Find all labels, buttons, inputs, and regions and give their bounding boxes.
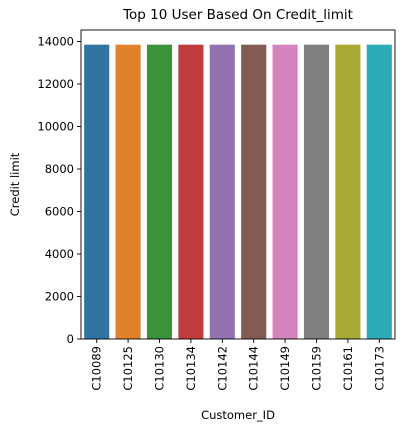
bar-C10130 — [146, 44, 173, 339]
x-tick-label: C10159 — [310, 346, 324, 391]
y-tick-label: 8000 — [45, 162, 74, 176]
x-tick-label: C10125 — [121, 346, 135, 391]
chart-title: Top 10 User Based On Credit_limit — [122, 7, 353, 23]
x-tick-label: C10130 — [153, 346, 167, 391]
bar-C10142 — [209, 44, 235, 339]
x-axis-label: Customer_ID — [201, 408, 275, 422]
x-tick-label: C10149 — [278, 346, 292, 391]
bar-C10144 — [241, 44, 267, 339]
bar-C10173 — [366, 44, 392, 339]
x-tick-label: C10144 — [247, 346, 261, 391]
bar-C10161 — [335, 44, 361, 339]
x-tick-label: C10161 — [341, 346, 355, 391]
y-tick-label: 0 — [67, 332, 74, 346]
y-tick-label: 14000 — [37, 34, 74, 48]
y-tick-label: 10000 — [37, 119, 74, 133]
x-tick-label: C10089 — [90, 346, 104, 391]
y-tick-label: 4000 — [45, 247, 74, 261]
y-tick-label: 2000 — [45, 289, 74, 303]
x-tick-label: C10142 — [215, 346, 229, 391]
bars-group — [84, 44, 392, 339]
y-axis: 0 2000 4000 6000 8000 10000 12000 14000 — [37, 34, 81, 346]
bar-C10149 — [272, 44, 298, 339]
plot-frame — [80, 29, 396, 340]
bar-C10159 — [303, 44, 330, 339]
y-tick-label: 6000 — [45, 204, 74, 218]
y-tick-label: 12000 — [37, 77, 74, 91]
x-axis: C10089 C10125 C10130 C10134 C10142 C10144 C101… — [90, 339, 386, 391]
x-tick-label: C10173 — [372, 346, 386, 391]
y-axis-label: Credit limit — [8, 152, 22, 216]
x-tick-label: C10134 — [184, 346, 198, 391]
bar-C10125 — [115, 44, 141, 339]
bar-C10089 — [84, 44, 110, 339]
bar-C10134 — [178, 44, 204, 339]
